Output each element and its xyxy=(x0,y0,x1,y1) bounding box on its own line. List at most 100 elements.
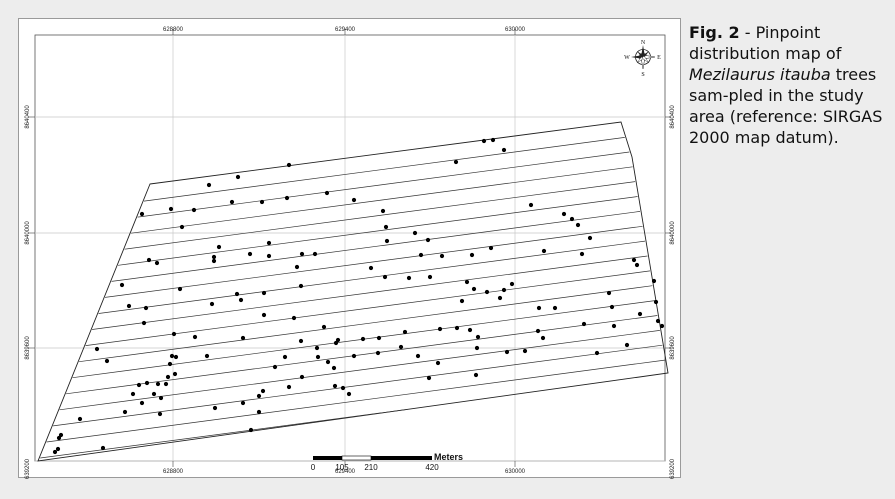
tree-point-6 xyxy=(235,174,241,180)
tree-point-10 xyxy=(229,199,235,205)
tree-point-116 xyxy=(144,380,150,386)
tree-point-37 xyxy=(418,252,424,258)
tree-point-142 xyxy=(122,409,128,415)
tree-point-49 xyxy=(406,275,412,281)
tree-point-12 xyxy=(351,197,357,203)
tree-point-40 xyxy=(488,245,494,251)
tree-point-125 xyxy=(426,375,432,381)
tree-point-90 xyxy=(192,334,198,340)
tree-point-78 xyxy=(321,324,327,330)
tree-point-54 xyxy=(177,286,183,292)
tree-point-76 xyxy=(261,312,267,318)
tree-point-75 xyxy=(141,320,147,326)
transect-line-11 xyxy=(79,285,653,363)
tree-point-121 xyxy=(331,365,337,371)
tree-point-69 xyxy=(143,305,149,311)
tree-point-65 xyxy=(653,299,659,305)
tree-point-61 xyxy=(459,298,465,304)
transect-line-5 xyxy=(118,196,638,266)
figure-caption: Fig. 2 - Pinpoint distribution map of Me… xyxy=(689,22,889,148)
scale-bar: 0 105 210 420 Meters xyxy=(311,452,463,472)
tree-point-117 xyxy=(155,381,161,387)
tree-point-27 xyxy=(216,244,222,250)
tree-point-112 xyxy=(415,353,421,359)
caption-text-start: - Pinpoint distribution map of xyxy=(689,23,842,63)
tree-point-96 xyxy=(398,344,404,350)
tree-point-91 xyxy=(240,335,246,341)
compass-n: N xyxy=(641,40,646,46)
transect-line-6 xyxy=(111,211,641,282)
tree-point-139 xyxy=(256,393,262,399)
tree-point-92 xyxy=(475,334,481,340)
tree-point-101 xyxy=(169,353,175,359)
tree-point-93 xyxy=(540,335,546,341)
tree-point-122 xyxy=(435,360,441,366)
tree-point-30 xyxy=(312,251,318,257)
tree-point-103 xyxy=(204,353,210,359)
tree-point-147 xyxy=(55,446,61,452)
tree-point-100 xyxy=(94,346,100,352)
frame-tick-marks xyxy=(29,29,671,467)
x-tick-top-3: 630000 xyxy=(505,27,526,33)
tree-point-5 xyxy=(453,159,459,165)
compass-s: S xyxy=(641,72,644,78)
tree-point-46 xyxy=(368,265,374,271)
tree-point-3 xyxy=(501,147,507,153)
transect-line-8 xyxy=(98,240,646,314)
tree-point-82 xyxy=(467,327,473,333)
tree-point-72 xyxy=(552,305,558,311)
tree-point-128 xyxy=(139,400,145,406)
tree-point-137 xyxy=(212,405,218,411)
x-tick-bottom-3: 630000 xyxy=(505,469,526,475)
transect-line-10 xyxy=(85,270,651,346)
tree-point-64 xyxy=(651,278,657,284)
tree-point-148 xyxy=(52,449,58,455)
tree-point-135 xyxy=(340,385,346,391)
scale-label-210: 210 xyxy=(364,463,378,472)
tree-point-120 xyxy=(172,371,178,377)
x-tick-top-1: 628800 xyxy=(163,27,184,33)
y-tick-right-3: 8639600 xyxy=(670,336,676,360)
scale-title: Meters xyxy=(434,452,463,462)
x-tick-top-2: 629400 xyxy=(335,27,356,33)
tree-point-59 xyxy=(484,289,490,295)
transect-line-7 xyxy=(105,225,643,298)
graticule xyxy=(35,35,665,462)
figure-label: Fig. 2 xyxy=(689,23,740,42)
y-tick-left-4: 8639200 xyxy=(25,458,31,479)
tree-point-67 xyxy=(659,323,665,329)
tree-point-15 xyxy=(139,211,145,217)
tree-point-66 xyxy=(655,318,661,324)
tree-point-118 xyxy=(163,381,169,387)
tree-point-111 xyxy=(375,350,381,356)
tree-point-68 xyxy=(126,303,132,309)
tree-point-144 xyxy=(58,432,64,438)
tree-point-11 xyxy=(259,199,265,205)
tree-point-36 xyxy=(154,260,160,266)
tree-point-53 xyxy=(298,283,304,289)
tree-point-86 xyxy=(335,337,341,343)
x-tick-bottom-2: 629400 xyxy=(335,469,356,475)
transect-line-13 xyxy=(66,315,658,395)
y-tick-left-3: 8639600 xyxy=(25,336,31,360)
tree-point-74 xyxy=(637,311,643,317)
tree-point-145 xyxy=(56,435,62,441)
tree-point-141 xyxy=(77,416,83,422)
tree-point-42 xyxy=(579,251,585,257)
tree-point-114 xyxy=(504,349,510,355)
tree-point-105 xyxy=(314,345,320,351)
tree-point-99 xyxy=(624,342,630,348)
tree-point-62 xyxy=(497,295,503,301)
tree-point-77 xyxy=(291,315,297,321)
tree-point-44 xyxy=(634,262,640,268)
tree-point-140 xyxy=(256,409,262,415)
tree-point-131 xyxy=(157,411,163,417)
tree-point-4 xyxy=(286,162,292,168)
transect-line-2 xyxy=(137,151,630,218)
transect-line-1 xyxy=(143,137,625,202)
tree-point-60 xyxy=(501,287,507,293)
tree-point-33 xyxy=(211,254,217,260)
species-name: Mezilaurus itauba xyxy=(689,65,831,84)
y-tick-right-1: 8640400 xyxy=(670,105,676,129)
tree-point-39 xyxy=(469,252,475,258)
